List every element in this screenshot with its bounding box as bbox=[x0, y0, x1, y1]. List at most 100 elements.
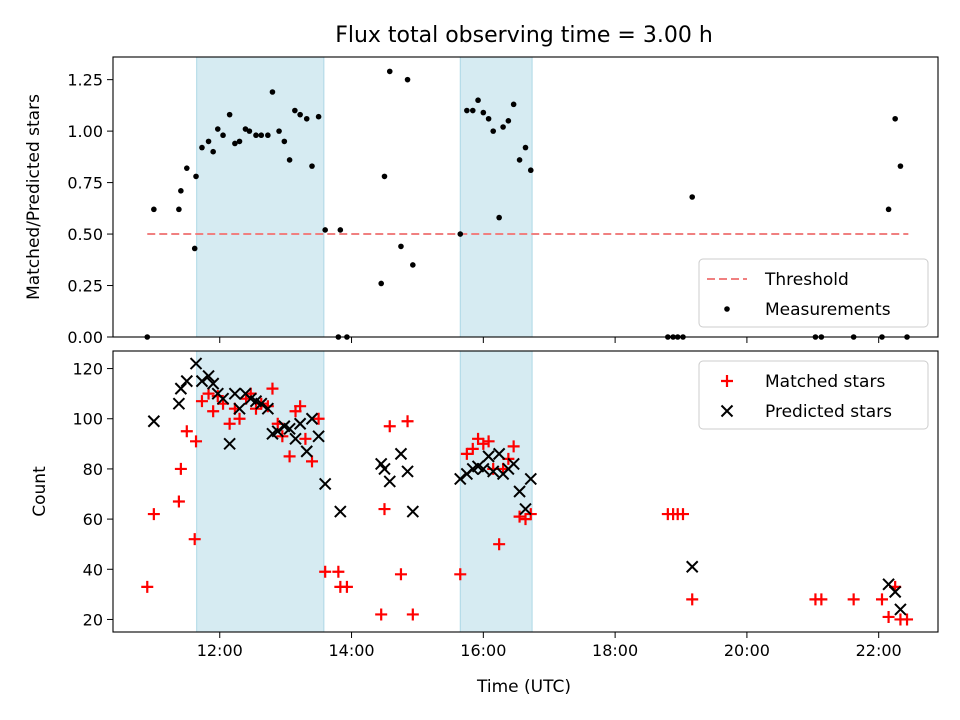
y-tick-label: 100 bbox=[72, 410, 103, 429]
y-tick-label: 20 bbox=[83, 610, 103, 629]
legend-matched-swatch bbox=[721, 375, 733, 387]
matched-point bbox=[401, 415, 414, 428]
matched-point bbox=[180, 425, 193, 438]
predicted-point bbox=[406, 505, 420, 518]
matched-point bbox=[676, 508, 689, 521]
measurement-point bbox=[281, 138, 288, 145]
measurement-point bbox=[292, 107, 298, 114]
matched-point bbox=[233, 412, 246, 425]
matched-point bbox=[383, 420, 396, 433]
measurement-point bbox=[151, 206, 157, 213]
x-tick-label: 16:00 bbox=[460, 641, 506, 660]
predicted-point bbox=[228, 387, 242, 400]
measurement-point bbox=[220, 132, 226, 139]
matched-point bbox=[319, 565, 332, 578]
matched-point bbox=[513, 510, 526, 523]
measurement-point bbox=[178, 188, 184, 194]
y-tick-label: 0.25 bbox=[67, 277, 103, 296]
shaded-region-1 bbox=[196, 350, 325, 633]
x-tick-label: 12:00 bbox=[197, 641, 243, 660]
measurement-point bbox=[226, 111, 233, 118]
matched-point bbox=[477, 437, 490, 450]
matched-point bbox=[847, 593, 860, 606]
predicted-point bbox=[394, 447, 408, 461]
measurement-point bbox=[398, 243, 404, 250]
legend: Matched stars Predicted stars bbox=[698, 360, 929, 430]
measurement-point bbox=[485, 115, 492, 122]
matched-point bbox=[188, 533, 201, 546]
matched-point bbox=[482, 435, 495, 448]
legend-label: Predicted stars bbox=[765, 402, 892, 422]
measurement-point bbox=[381, 173, 388, 180]
measurement-point bbox=[475, 97, 481, 104]
predicted-point bbox=[233, 402, 246, 415]
predicted-point bbox=[513, 485, 526, 498]
shaded-region-1 bbox=[196, 56, 325, 338]
measurement-point bbox=[457, 231, 464, 237]
y-tick-label: 0.75 bbox=[67, 174, 103, 193]
measurement-point bbox=[309, 163, 315, 169]
matched-point bbox=[172, 495, 185, 508]
measurement-point bbox=[527, 167, 534, 174]
measurement-point bbox=[510, 101, 517, 108]
y-tick-label: 0.00 bbox=[67, 328, 103, 347]
predicted-point bbox=[216, 392, 230, 405]
predicted-point bbox=[172, 397, 186, 410]
measurement-point bbox=[410, 262, 416, 268]
measurement-point bbox=[315, 113, 322, 120]
legend-measurement-swatch bbox=[724, 306, 730, 312]
matched-point bbox=[686, 593, 699, 606]
x-tick-label: 14:00 bbox=[328, 641, 374, 660]
predicted-point bbox=[293, 417, 307, 430]
matched-point bbox=[466, 442, 479, 455]
measurement-point bbox=[269, 89, 276, 95]
matched-point bbox=[190, 435, 203, 448]
measurement-point bbox=[404, 76, 411, 83]
predicted-point bbox=[334, 505, 347, 518]
predicted-point bbox=[888, 585, 902, 599]
measurement-point bbox=[496, 214, 502, 221]
y-tick-label: 1.00 bbox=[67, 122, 103, 141]
measurement-point bbox=[885, 206, 892, 213]
matched-point bbox=[340, 580, 353, 593]
measurement-point bbox=[480, 109, 487, 116]
measurement-point bbox=[205, 138, 212, 145]
measurement-point bbox=[258, 132, 265, 139]
matched-point bbox=[147, 508, 160, 521]
predicted-point bbox=[312, 430, 325, 443]
measurement-point bbox=[505, 118, 512, 124]
measurement-point bbox=[184, 165, 190, 171]
matched-point bbox=[174, 462, 187, 475]
measurement-point bbox=[897, 163, 904, 169]
measurement-point bbox=[386, 68, 393, 75]
predicted-point bbox=[378, 462, 391, 476]
matched-point bbox=[195, 395, 208, 408]
predicted-point bbox=[401, 465, 414, 478]
figure-title: Flux total observing time = 3.00 h bbox=[335, 23, 713, 48]
matched-point bbox=[223, 417, 236, 430]
x-tick-label: 22:00 bbox=[856, 641, 902, 660]
measurement-point bbox=[214, 126, 221, 132]
series-predicted-stars bbox=[147, 357, 907, 616]
predicted-point bbox=[507, 457, 520, 471]
legend-box bbox=[698, 258, 929, 328]
legend: Threshold Measurements bbox=[698, 258, 929, 328]
predicted-point bbox=[255, 397, 268, 410]
legend-label: Threshold bbox=[764, 270, 849, 290]
predicted-point bbox=[206, 377, 220, 390]
measurement-point bbox=[322, 227, 328, 233]
matched-point bbox=[378, 503, 391, 516]
legend-label: Matched stars bbox=[765, 372, 885, 392]
x-tick-label: 20:00 bbox=[724, 641, 770, 660]
measurement-point bbox=[516, 157, 523, 163]
matched-point bbox=[266, 382, 279, 395]
legend-predicted-swatch bbox=[720, 404, 734, 418]
matched-point bbox=[882, 610, 895, 623]
measurement-point bbox=[232, 140, 238, 147]
predicted-point bbox=[318, 477, 332, 491]
matched-point bbox=[294, 400, 307, 413]
y-tick-label: 40 bbox=[83, 560, 103, 579]
legend-label: Measurements bbox=[765, 300, 891, 320]
measurement-point bbox=[490, 128, 497, 134]
